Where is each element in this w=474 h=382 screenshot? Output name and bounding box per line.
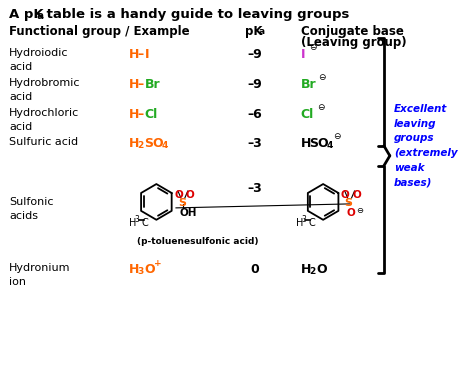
Text: O: O xyxy=(174,190,183,200)
Text: Br: Br xyxy=(145,78,160,91)
Text: ⊖: ⊖ xyxy=(310,43,317,52)
Text: S: S xyxy=(345,198,353,208)
Text: Hydrobromic
acid: Hydrobromic acid xyxy=(9,78,81,102)
Text: 3: 3 xyxy=(138,267,144,277)
Text: (p-toluenesulfonic acid): (p-toluenesulfonic acid) xyxy=(137,237,258,246)
Text: H: H xyxy=(129,78,139,91)
Text: O: O xyxy=(316,264,327,277)
Text: table is a handy guide to leaving groups: table is a handy guide to leaving groups xyxy=(42,8,349,21)
Text: –: – xyxy=(138,108,144,121)
Text: H: H xyxy=(129,264,139,277)
Text: O: O xyxy=(145,264,155,277)
Text: Conjugate base: Conjugate base xyxy=(301,25,403,38)
Text: 2: 2 xyxy=(310,267,316,277)
Text: a: a xyxy=(36,11,44,21)
Text: O: O xyxy=(341,190,349,200)
Text: C: C xyxy=(309,218,315,228)
Text: –3: –3 xyxy=(247,138,262,151)
Text: –6: –6 xyxy=(247,108,262,121)
Text: H: H xyxy=(301,138,311,151)
Text: Br: Br xyxy=(301,78,316,91)
Text: Hydroiodic
acid: Hydroiodic acid xyxy=(9,48,69,72)
Text: O: O xyxy=(186,190,194,200)
Text: 3: 3 xyxy=(301,215,306,224)
Text: –3: –3 xyxy=(247,182,262,195)
Text: H: H xyxy=(129,108,139,121)
Text: ⊖: ⊖ xyxy=(333,133,340,141)
Text: H: H xyxy=(129,138,139,151)
Text: –9: –9 xyxy=(247,48,262,61)
Text: a: a xyxy=(258,27,264,36)
Text: +: + xyxy=(155,259,162,269)
Text: H: H xyxy=(129,218,137,228)
Text: Excellent
leaving
groups
(extremely
weak
bases): Excellent leaving groups (extremely weak… xyxy=(394,104,457,188)
Text: S: S xyxy=(178,198,186,208)
Text: A pK: A pK xyxy=(9,8,44,21)
Text: Sulfonic
acids: Sulfonic acids xyxy=(9,197,54,221)
Text: I: I xyxy=(301,48,305,61)
Text: –: – xyxy=(138,78,144,91)
Text: –: – xyxy=(138,48,144,61)
Text: ⊖: ⊖ xyxy=(317,103,325,112)
Text: ⊖: ⊖ xyxy=(318,73,326,82)
Text: 2: 2 xyxy=(138,141,144,151)
Text: OH: OH xyxy=(180,208,197,218)
Text: H: H xyxy=(296,218,303,228)
Text: O: O xyxy=(353,190,361,200)
Text: (Leaving group): (Leaving group) xyxy=(301,36,406,49)
Text: 4: 4 xyxy=(327,141,333,151)
Text: Functional group / Example: Functional group / Example xyxy=(9,25,190,38)
Text: H: H xyxy=(129,48,139,61)
Text: SO: SO xyxy=(310,138,329,151)
Text: 3: 3 xyxy=(135,215,140,224)
Text: Cl: Cl xyxy=(145,108,158,121)
Text: Cl: Cl xyxy=(301,108,314,121)
Text: Sulfuric acid: Sulfuric acid xyxy=(9,138,78,147)
Text: Hydrochloric
acid: Hydrochloric acid xyxy=(9,108,80,132)
Text: C: C xyxy=(142,218,148,228)
Text: Hydronium
ion: Hydronium ion xyxy=(9,264,71,288)
Text: pK: pK xyxy=(245,25,262,38)
Text: –9: –9 xyxy=(247,78,262,91)
Text: 4: 4 xyxy=(161,141,168,151)
Text: SO: SO xyxy=(145,138,164,151)
Text: H: H xyxy=(301,264,311,277)
Text: ⊖: ⊖ xyxy=(356,206,364,215)
Text: O: O xyxy=(346,208,356,218)
Text: I: I xyxy=(145,48,149,61)
Text: 0: 0 xyxy=(250,264,259,277)
